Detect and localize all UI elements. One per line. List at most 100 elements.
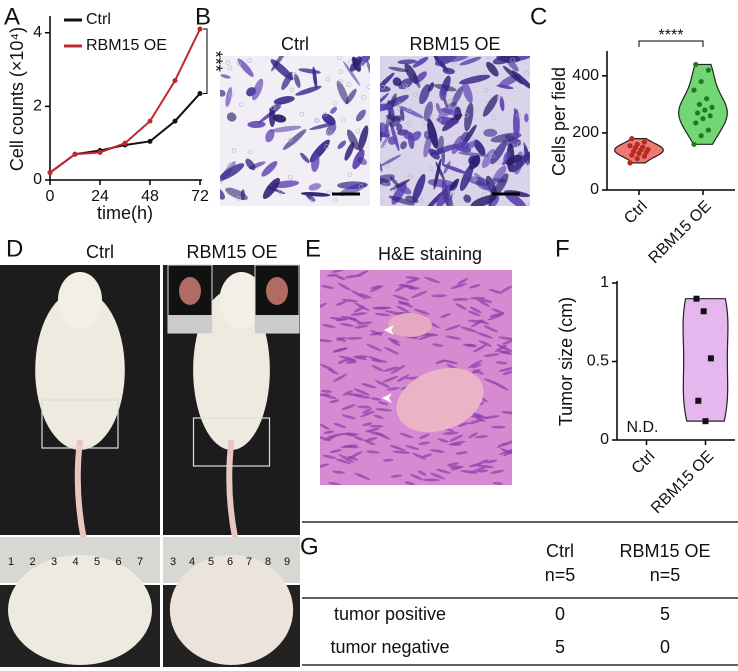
nucleus [405, 276, 419, 280]
point [698, 78, 704, 85]
cell [366, 59, 370, 75]
pore [314, 118, 320, 123]
nucleus [338, 454, 355, 463]
vessel [396, 367, 484, 433]
cell [437, 135, 444, 155]
nucleus [368, 431, 385, 436]
cell [482, 94, 499, 117]
pore [486, 56, 491, 59]
cell [451, 135, 463, 155]
nucleus [488, 288, 503, 294]
point [693, 120, 699, 126]
zoom-body [8, 555, 152, 665]
panel-label: B [195, 3, 211, 30]
cell [458, 152, 489, 157]
nucleus [341, 414, 356, 420]
cell [490, 132, 522, 143]
nucleus [335, 458, 352, 464]
cell [397, 59, 417, 65]
cell [388, 195, 415, 206]
cell [439, 87, 447, 101]
nucleus [336, 337, 347, 342]
pore [403, 83, 408, 89]
nucleus [501, 411, 512, 415]
nucleus [370, 330, 383, 336]
row-label: tumor negative [330, 637, 449, 657]
pore [333, 198, 338, 203]
sig-bracket [203, 28, 208, 94]
nucleus [408, 286, 420, 290]
cell [490, 140, 507, 165]
cell [298, 68, 321, 74]
pore [481, 192, 487, 197]
point [197, 26, 203, 32]
nucleus [320, 302, 327, 309]
pore [225, 60, 231, 65]
cell [389, 121, 400, 152]
ruler-number: 4 [73, 556, 79, 568]
nucleus [328, 481, 342, 485]
nucleus [320, 389, 333, 393]
cell [321, 113, 336, 126]
pore [338, 79, 343, 84]
cell [423, 134, 432, 158]
y-tick-label: 400 [572, 67, 599, 84]
point [172, 78, 178, 84]
cell [270, 125, 302, 133]
nucleus [323, 430, 335, 435]
nucleus [323, 394, 337, 399]
nucleus [430, 294, 448, 298]
y-tick-label: 4 [33, 24, 42, 41]
y-tick-label: 0.5 [587, 353, 609, 370]
pore [231, 148, 237, 153]
cell [463, 194, 472, 203]
nucleus [320, 463, 330, 469]
pore [397, 102, 403, 107]
pore [247, 149, 253, 155]
nucleus [321, 285, 335, 289]
nucleus [341, 298, 358, 303]
cell [485, 175, 497, 196]
pore [418, 198, 424, 204]
nucleus [483, 353, 500, 357]
nucleus [421, 453, 433, 458]
cell [449, 178, 460, 191]
cell [220, 89, 226, 97]
cell [247, 120, 266, 128]
pore [452, 62, 457, 67]
nucleus [450, 466, 462, 471]
cell [433, 84, 457, 92]
pore [423, 120, 428, 126]
pore [238, 102, 244, 107]
cell [451, 86, 464, 107]
nucleus [320, 339, 333, 343]
point [691, 87, 697, 93]
point [122, 140, 128, 146]
nucleus [347, 451, 363, 460]
nucleus [436, 468, 451, 474]
cell [342, 60, 361, 86]
nucleus [478, 319, 490, 325]
cell [400, 141, 407, 150]
nucleus [375, 408, 392, 412]
cell [349, 56, 362, 72]
roi-box [192, 417, 271, 467]
series-line [49, 92, 201, 174]
nucleus [353, 306, 365, 313]
cell [380, 122, 390, 139]
nucleus [373, 414, 384, 419]
inset-ruler [168, 315, 212, 333]
pore [383, 118, 389, 123]
panel-label: D [6, 235, 23, 262]
vessel [388, 313, 432, 337]
pore [299, 111, 305, 117]
nucleus [496, 344, 512, 353]
pore [332, 101, 338, 107]
nucleus [396, 305, 409, 313]
cell [441, 164, 468, 175]
cell [524, 113, 529, 123]
cell [380, 103, 393, 112]
nucleus [467, 419, 483, 425]
cell [423, 130, 431, 140]
table-cell: 5 [555, 637, 565, 657]
